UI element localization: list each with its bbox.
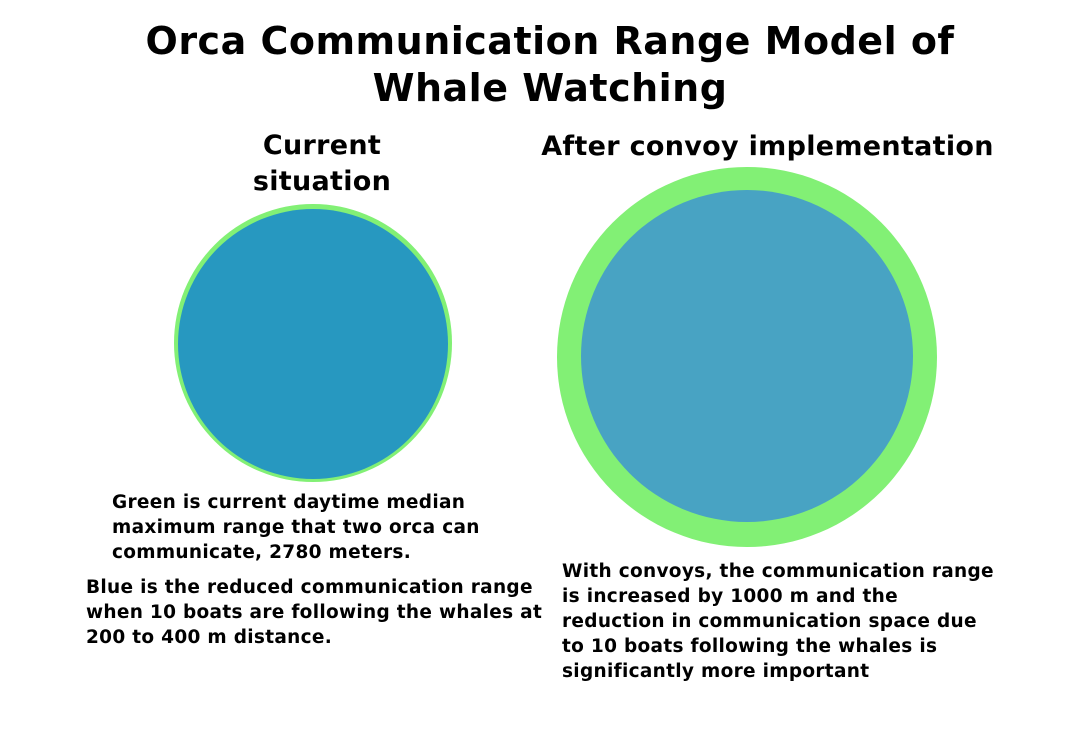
current-blue-range-circle xyxy=(178,209,448,479)
convoy-note: With convoys, the communication range is… xyxy=(562,561,994,682)
convoy-heading: After convoy implementation xyxy=(541,131,994,162)
diagram-title-line2: Whale Watching xyxy=(372,66,728,110)
convoy-circles xyxy=(557,167,937,547)
green-range-note: Green is current daytime median maximum … xyxy=(112,492,480,563)
diagram-title-line1: Orca Communication Range Model of xyxy=(145,19,955,63)
current-situation-circles xyxy=(174,204,452,482)
blue-range-note: Blue is the reduced communication range … xyxy=(86,577,543,648)
current-situation-heading: Current situation xyxy=(252,130,392,197)
convoy-blue-range-circle xyxy=(581,190,913,522)
diagram-title: Orca Communication Range Model of Whale … xyxy=(0,18,1074,112)
